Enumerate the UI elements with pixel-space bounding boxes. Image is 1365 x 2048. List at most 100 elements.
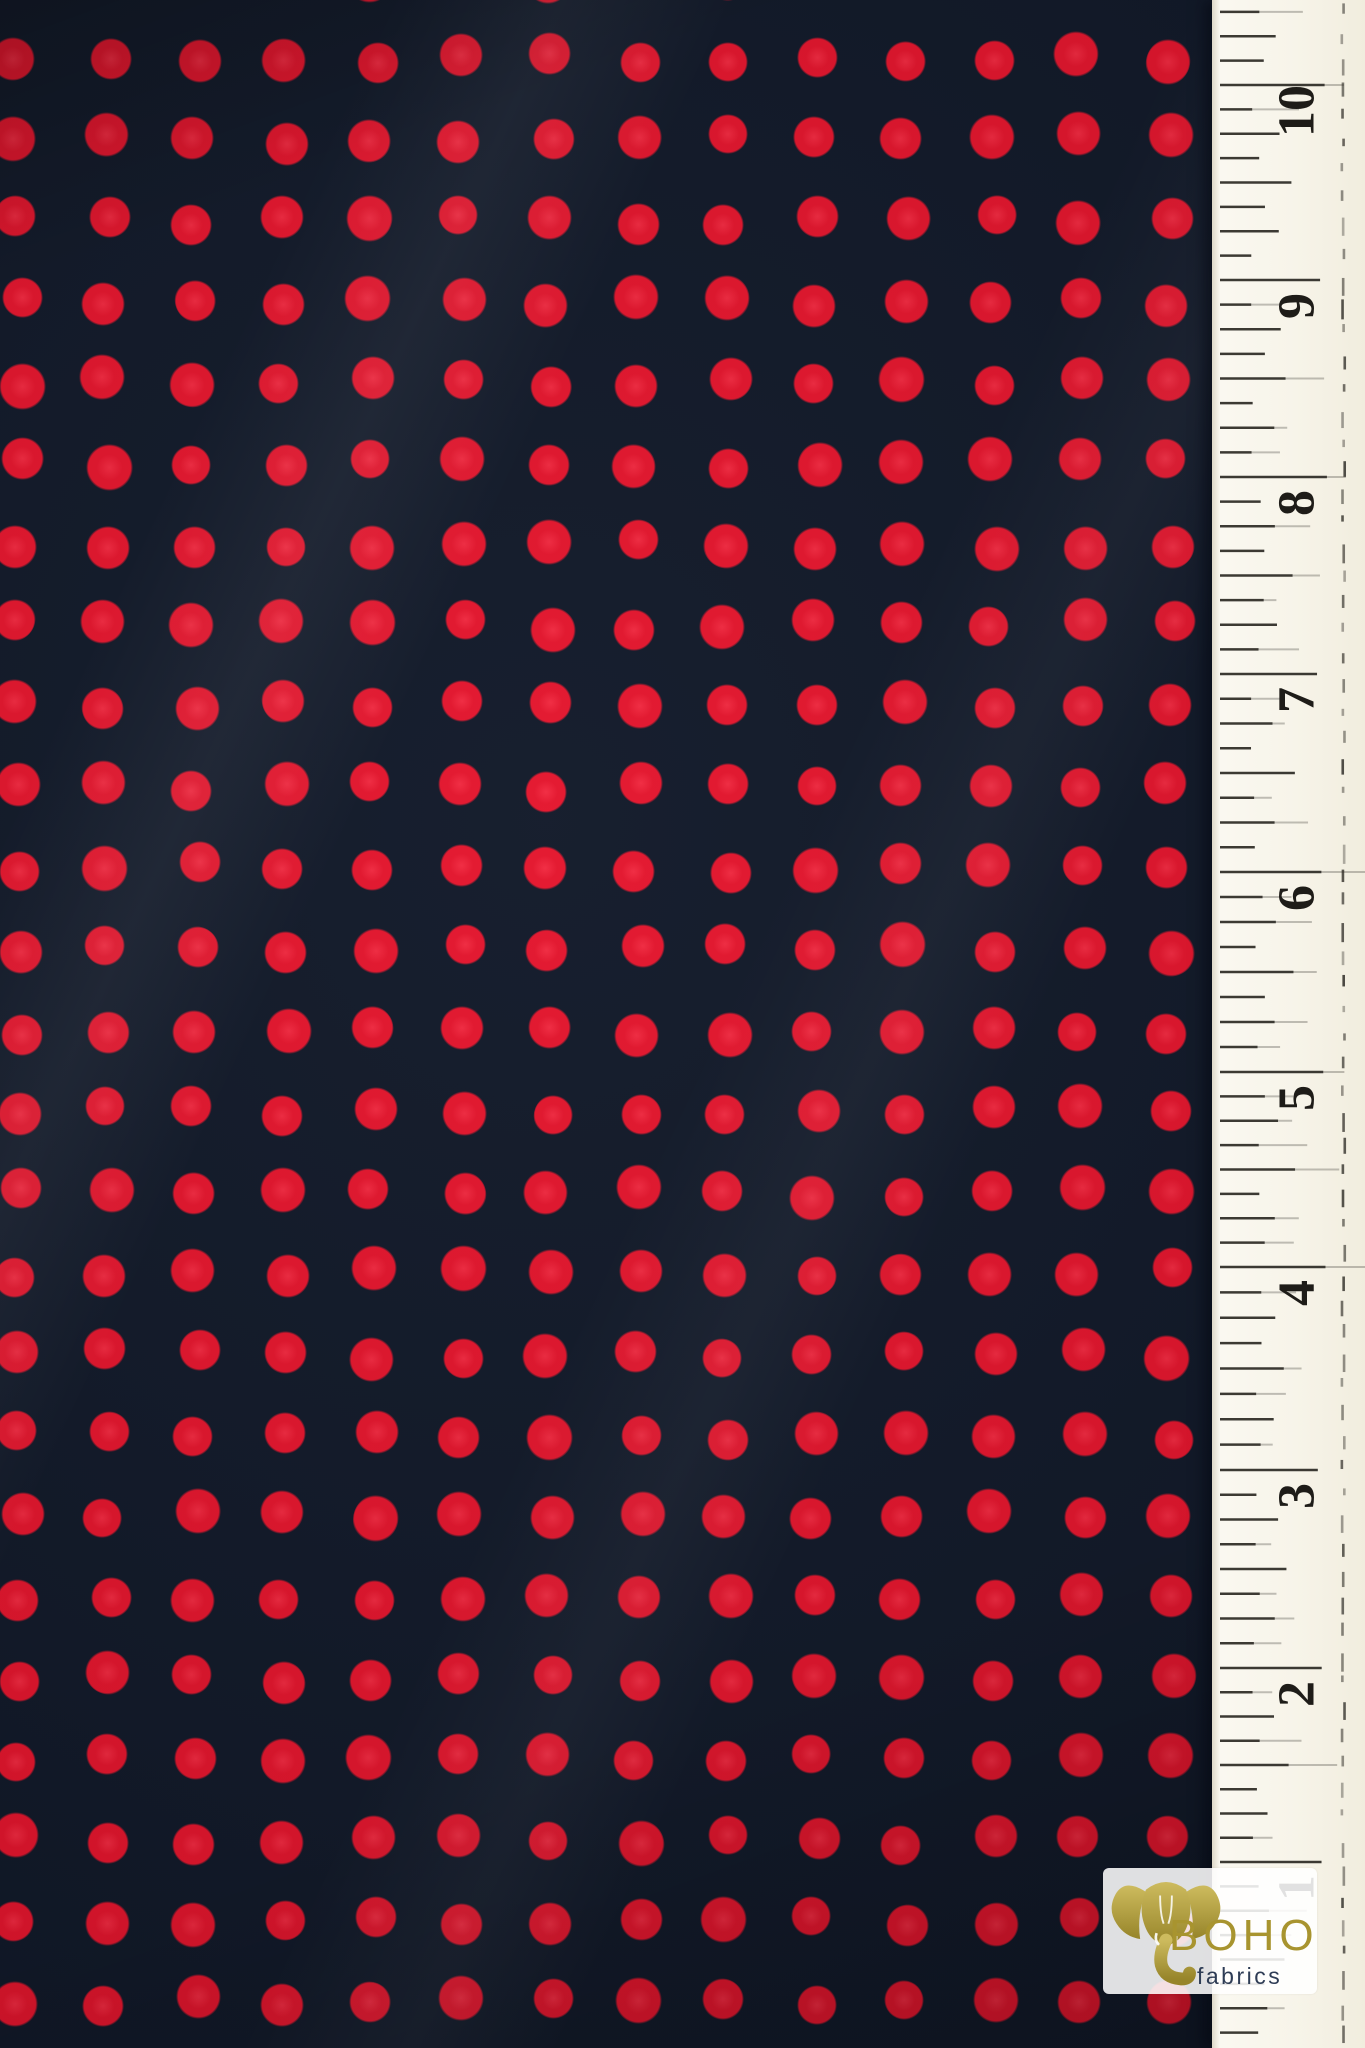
ruler-edge-dash <box>1341 1675 1344 1683</box>
ruler-number: 7 <box>1269 687 1326 713</box>
ruler-edge-dash <box>1343 1033 1346 1041</box>
ruler-edge-dash <box>1343 1702 1346 1720</box>
polka-dot <box>703 0 753 4</box>
polka-dot <box>1058 1653 1104 1700</box>
polka-dot <box>0 673 44 731</box>
polka-dot <box>258 1657 311 1710</box>
ruler-edge-dash <box>1342 384 1346 392</box>
ruler-edge-dash <box>1342 2025 1345 2044</box>
polka-dot <box>1058 681 1109 732</box>
polka-dot <box>526 111 582 166</box>
polka-dot <box>170 1733 220 1784</box>
polka-dot <box>787 1729 836 1779</box>
ruler-edge-dash <box>1341 869 1345 883</box>
polka-dot <box>1046 24 1106 84</box>
polka-dot <box>522 190 577 245</box>
polka-dot <box>520 1727 575 1782</box>
polka-dot <box>783 1169 840 1226</box>
polka-dot <box>1147 683 1193 728</box>
polka-dot <box>435 118 483 167</box>
polka-dot <box>876 839 926 889</box>
polka-dot <box>339 1728 398 1787</box>
ruler-edge-dash <box>1340 1809 1344 1816</box>
polka-dot <box>80 1983 126 2030</box>
polka-dot <box>346 1240 402 1296</box>
polka-dot <box>699 1733 754 1788</box>
polka-dot <box>0 1659 41 1703</box>
polka-dot <box>1056 1322 1111 1376</box>
polka-dot <box>967 1081 1020 1133</box>
ruler-edge-dash <box>1342 1354 1346 1373</box>
polka-dot <box>700 520 753 573</box>
ruler-edge-dash <box>1341 1897 1344 1908</box>
polka-dot <box>608 604 661 656</box>
polka-dot <box>435 0 482 2</box>
polka-dot <box>345 349 402 407</box>
polka-dot <box>875 1490 929 1544</box>
ruler-edge-dash <box>1343 461 1347 477</box>
polka-dot <box>967 1807 1025 1865</box>
polka-dot <box>168 680 226 738</box>
polka-dot <box>347 597 398 648</box>
polka-dot <box>1137 277 1195 335</box>
polka-dot <box>969 1573 1021 1625</box>
ruler-edge-dash <box>1341 786 1345 793</box>
polka-dot <box>340 189 398 247</box>
polka-dot <box>264 1252 311 1300</box>
polka-dot <box>875 354 927 405</box>
polka-dot <box>1143 924 1201 982</box>
polka-dot <box>530 1652 577 1699</box>
polka-dot <box>437 273 491 327</box>
polka-dot <box>255 1162 311 1218</box>
polka-dot <box>260 1408 309 1458</box>
polka-dot <box>872 110 930 167</box>
ruler-edge-dash <box>1341 708 1345 716</box>
ruler-edge-dash <box>1341 2005 1345 2021</box>
ruler-number: 10 <box>1269 85 1326 137</box>
polka-dot <box>970 1898 1022 1950</box>
polka-dot <box>1140 1007 1192 1060</box>
ruler-edge-dash <box>1342 439 1345 448</box>
polka-dot <box>1057 1489 1114 1546</box>
polka-dot <box>342 1974 398 2029</box>
polka-dot <box>84 924 126 966</box>
polka-dot <box>1150 597 1199 646</box>
ruler-edge-dash <box>1340 1377 1344 1387</box>
polka-dot <box>873 914 933 974</box>
polka-dot <box>174 35 226 87</box>
polka-dot <box>875 673 934 732</box>
polka-dot <box>1148 194 1197 243</box>
ruler-number: 3 <box>1269 1483 1326 1509</box>
polka-dot <box>0 1328 41 1376</box>
polka-dot <box>431 1808 485 1862</box>
polka-dot <box>348 1403 406 1461</box>
polka-dot <box>1139 32 1198 91</box>
polka-dot <box>88 1574 134 1620</box>
ruler-edge-dash <box>1341 1085 1344 1096</box>
polka-dot <box>613 1891 671 1948</box>
polka-dot <box>881 1174 928 1221</box>
polka-dot <box>958 1480 1020 1541</box>
polka-dot <box>696 1489 750 1543</box>
elephant-icon <box>1111 1881 1221 1986</box>
ruler-edge-dash <box>1343 1436 1346 1450</box>
polka-dot <box>81 1728 133 1780</box>
polka-dot <box>789 523 839 573</box>
ruler-edge-dash <box>1342 1866 1346 1886</box>
polka-dot <box>1141 1810 1193 1861</box>
polka-dot <box>1049 1808 1105 1864</box>
polka-dot <box>696 1247 753 1304</box>
polka-dot <box>1058 841 1106 890</box>
ruler-edge-dash <box>1343 356 1347 370</box>
ruler-edge-dash <box>1341 923 1345 943</box>
polka-dot <box>1141 106 1201 165</box>
ruler-edge-dash <box>1341 951 1345 966</box>
polka-dot <box>0 1087 46 1141</box>
polka-dot <box>439 1902 484 1947</box>
polka-dot <box>347 760 391 803</box>
ruler-edge-dash <box>1341 1404 1344 1421</box>
polka-dot <box>0 275 44 319</box>
polka-dot <box>253 1731 314 1792</box>
ruler-edge-dash <box>1341 622 1345 632</box>
polka-dot <box>259 1982 305 2028</box>
